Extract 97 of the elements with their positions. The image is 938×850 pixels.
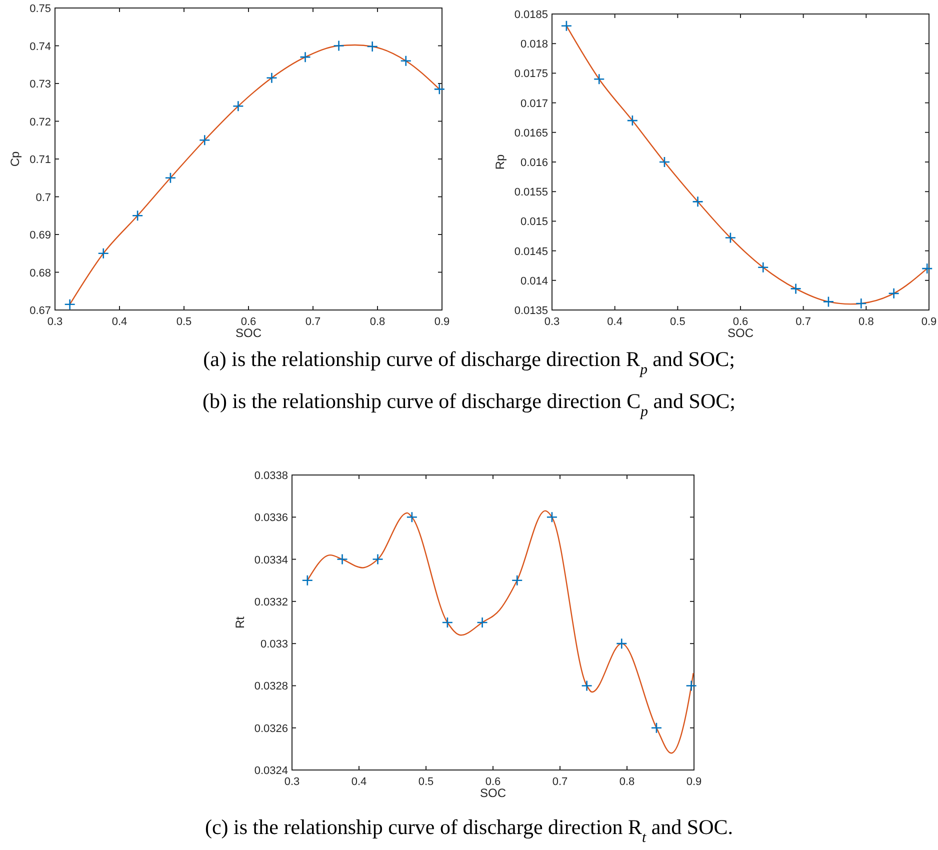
y-tick-label: 0.018 (520, 38, 548, 51)
y-tick-label: 0.0165 (514, 127, 548, 140)
point (511, 574, 523, 586)
y-tick-label: 0.015 (520, 216, 548, 228)
point (232, 100, 244, 112)
y-axis-title: Cp (8, 151, 22, 167)
point (616, 638, 628, 650)
y-tick-label: 0.68 (30, 267, 51, 280)
point (333, 40, 344, 52)
x-tick-label: 0.5 (670, 316, 686, 328)
point (626, 114, 638, 126)
x-axis-title: SOC (480, 786, 506, 800)
y-tick-label: 0.0326 (254, 722, 288, 735)
x-tick-label: 0.3 (544, 316, 560, 328)
y-tick-label: 0.0175 (514, 68, 548, 80)
y-tick-label: 0.72 (30, 116, 51, 128)
point (64, 298, 76, 310)
point (593, 73, 605, 85)
point (650, 722, 662, 734)
x-tick-label: 0.4 (351, 776, 367, 788)
x-tick-label: 0.8 (370, 316, 386, 328)
point (266, 72, 278, 84)
text: (a) is the relationship curve of discharge direction R$_{p}$ and SOC; (203, 347, 735, 378)
x-tick-label: 0.4 (112, 316, 128, 328)
y-tick-label: 0.0334 (254, 554, 288, 566)
y-tick-label: 0.016 (520, 157, 548, 169)
x-tick-label: 0.3 (284, 776, 300, 788)
point (336, 554, 348, 565)
line-series (69, 44, 440, 305)
y-tick-label: 0.0145 (514, 246, 548, 258)
y-tick-label: 0.0324 (254, 765, 288, 777)
point (372, 554, 384, 565)
x-tick-label: 0.9 (434, 316, 450, 328)
x-tick-label: 0.7 (796, 316, 811, 328)
x-tick-label: 0.8 (858, 316, 874, 328)
y-tick-label: 0.0332 (254, 596, 288, 608)
x-axis-title: SOC (235, 326, 262, 340)
x-tick-label: 0.7 (552, 776, 568, 788)
x-tick-label: 0.6 (732, 316, 748, 328)
x-tick-label: 0.3 (47, 316, 63, 328)
y-tick-label: 0.71 (30, 154, 51, 166)
point (855, 298, 867, 310)
y-axis-title: Rt (233, 616, 247, 628)
y-tick-label: 0.033 (260, 638, 288, 651)
point (686, 680, 697, 692)
point (400, 55, 412, 66)
point (434, 84, 446, 95)
y-tick-label: 0.67 (30, 305, 51, 317)
line-series (566, 25, 928, 305)
x-tick-label: 0.5 (418, 776, 434, 788)
point (406, 511, 418, 523)
y-tick-label: 0.0155 (514, 186, 548, 199)
point (198, 134, 210, 146)
y-tick-label: 0.0336 (254, 512, 288, 524)
x-tick-label: 0.9 (686, 776, 702, 788)
y-tick-label: 0.75 (30, 3, 51, 15)
y-tick-label: 0.74 (30, 40, 51, 53)
x-tick-label: 0.7 (305, 316, 321, 328)
point (300, 51, 311, 63)
point (790, 283, 802, 294)
y-tick-label: 0.0338 (254, 470, 288, 482)
point (822, 296, 834, 308)
point (921, 262, 933, 274)
point (560, 20, 572, 32)
point (546, 511, 558, 523)
x-tick-label: 0.8 (619, 776, 635, 788)
text: (c) is the relationship curve of discharge direction R$_{t}$ and SOC. (204, 815, 734, 846)
point (658, 156, 670, 168)
x-tick-label: 0.6 (240, 316, 256, 328)
x-tick-label: 0.5 (176, 316, 192, 328)
point (442, 616, 454, 628)
y-tick-label: 0.0135 (514, 305, 548, 317)
point (888, 288, 900, 300)
x-tick-label: 0.6 (485, 776, 501, 788)
point (302, 574, 314, 586)
x-tick-label: 0.9 (921, 316, 937, 328)
y-tick-label: 0.017 (520, 98, 548, 110)
point (581, 680, 592, 692)
point (164, 172, 176, 184)
x-axis-title: SOC (727, 326, 754, 340)
point (724, 232, 736, 244)
text: (b) is the relationship curve of discharge direction C$_{p}$ and SOC; (202, 389, 736, 420)
y-tick-label: 0.7 (36, 192, 51, 204)
y-tick-label: 0.014 (520, 275, 548, 288)
point (757, 262, 769, 274)
point (476, 616, 488, 628)
point (98, 248, 110, 260)
y-tick-label: 0.69 (30, 230, 51, 242)
y-tick-label: 0.0185 (514, 9, 548, 21)
y-axis-title: Rp (493, 154, 507, 170)
x-tick-label: 0.4 (607, 316, 622, 328)
point (692, 196, 704, 208)
line-series (306, 510, 694, 754)
y-tick-label: 0.0328 (254, 680, 288, 693)
point (366, 40, 378, 52)
y-tick-label: 0.73 (30, 78, 51, 90)
point (132, 210, 144, 222)
